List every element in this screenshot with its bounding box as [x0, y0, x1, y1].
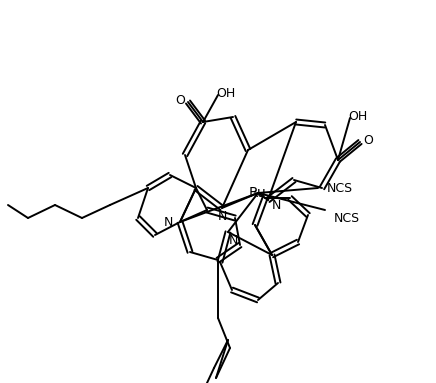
Text: NCS: NCS: [327, 182, 353, 195]
Text: O: O: [363, 134, 373, 147]
Text: OH: OH: [216, 87, 235, 100]
Text: N: N: [164, 216, 173, 229]
Text: OH: OH: [348, 110, 368, 123]
Text: N: N: [271, 198, 281, 211]
Text: NCS: NCS: [334, 211, 360, 224]
Text: O: O: [175, 93, 185, 106]
Text: Ru: Ru: [249, 186, 267, 200]
Text: N: N: [217, 210, 227, 223]
Text: N: N: [228, 234, 238, 247]
